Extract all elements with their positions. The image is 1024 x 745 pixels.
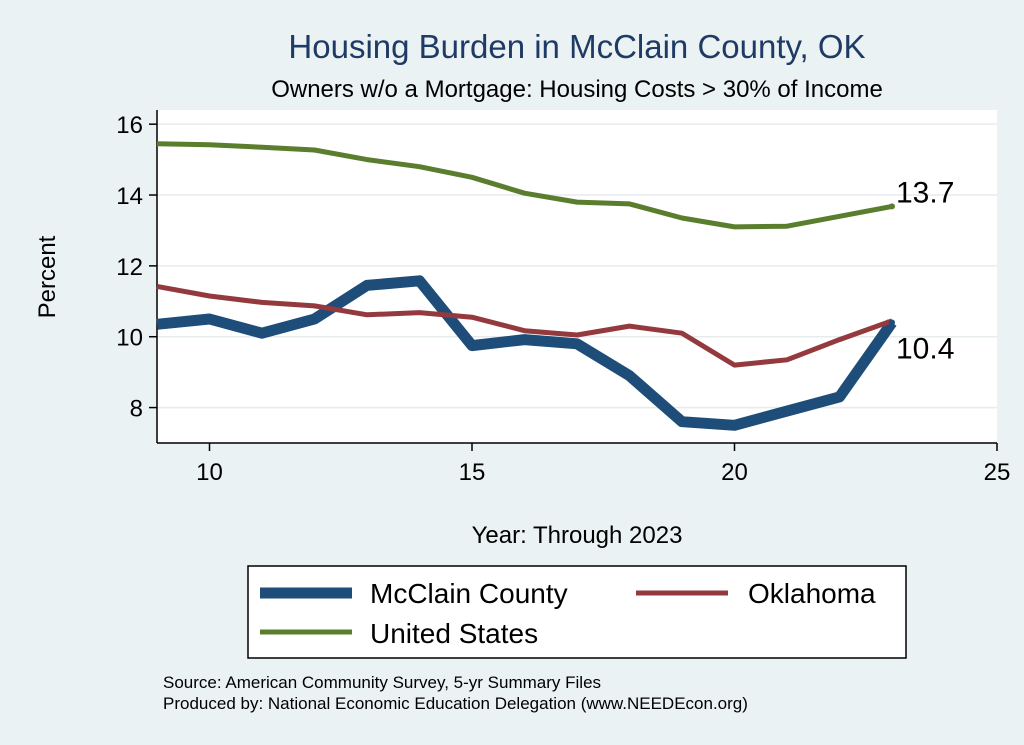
end-label-mcclain-county: 10.4	[896, 333, 954, 366]
end-labels: 13.7 10.4	[889, 176, 954, 366]
x-axis-title: Year: Through 2023	[472, 522, 683, 549]
gridlines	[157, 123, 997, 409]
end-marker-united-states	[889, 203, 895, 210]
chart-title: Housing Burden in McClain County, OK	[288, 28, 865, 65]
y-axis-title: Percent	[34, 235, 61, 318]
end-label-united-states: 13.7	[896, 176, 954, 209]
x-tick-label: 20	[721, 459, 748, 486]
y-tick-label: 16	[116, 112, 143, 139]
source-line: Source: American Community Survey, 5-yr …	[163, 673, 601, 692]
y-tick-label: 10	[116, 325, 143, 352]
x-tick-label: 15	[459, 459, 486, 486]
legend-label-mcclain: McClain County	[370, 578, 568, 609]
x-tick-label: 25	[984, 459, 1011, 486]
series-lines	[156, 141, 897, 431]
producer-line: Produced by: National Economic Education…	[163, 694, 748, 713]
legend-box	[247, 565, 907, 659]
axis-ticks: 8 10 12 14 16 10 15 20 25	[116, 112, 1010, 486]
y-tick-label: 14	[116, 183, 143, 210]
plot-area	[157, 110, 997, 443]
legend-label-us: United States	[370, 618, 538, 649]
y-tick-label: 8	[130, 396, 143, 423]
end-marker-mcclain-county	[889, 319, 895, 326]
y-tick-label: 12	[116, 254, 143, 281]
legend-label-oklahoma: Oklahoma	[748, 578, 876, 609]
chart-subtitle: Owners w/o a Mortgage: Housing Costs > 3…	[271, 76, 883, 103]
legend: McClain County Oklahoma United States	[247, 565, 907, 659]
x-tick-label: 10	[196, 459, 223, 486]
